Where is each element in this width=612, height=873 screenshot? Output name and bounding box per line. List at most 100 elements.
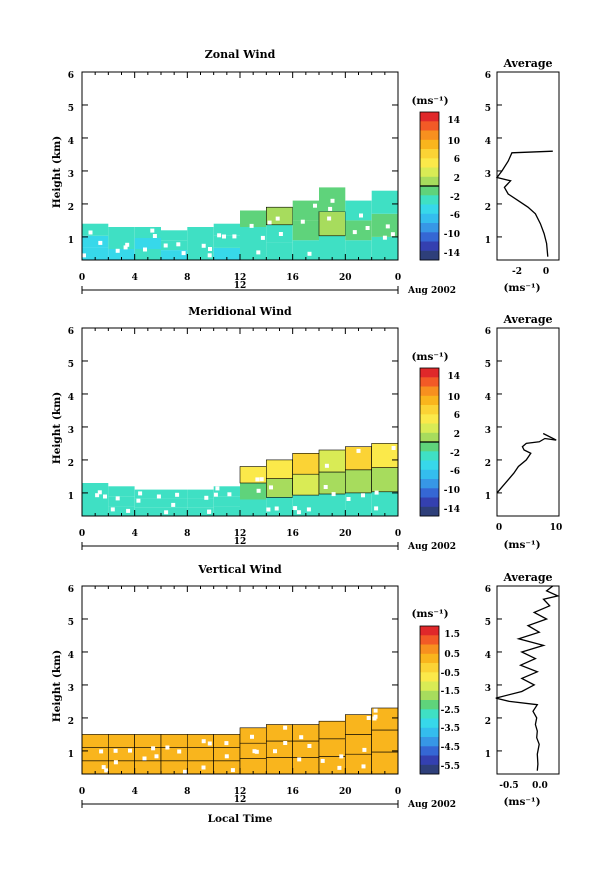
colorbar-unit-label: (ms⁻¹) xyxy=(411,95,448,107)
data-gap xyxy=(176,242,181,247)
data-gap xyxy=(207,509,212,514)
data-gap xyxy=(391,446,396,450)
heatmap-cell xyxy=(240,227,267,244)
y-tick-label: 6 xyxy=(485,585,491,595)
x-tick-label: 12 xyxy=(234,273,247,283)
data-gap xyxy=(293,506,298,511)
heatmap-cell xyxy=(292,220,319,241)
data-gap xyxy=(328,206,333,211)
heatmap-cell xyxy=(266,478,293,498)
colorbar-cell xyxy=(420,232,439,242)
colorbar-tick-label: 6 xyxy=(454,155,460,165)
colorbar-tick-label: -6 xyxy=(450,467,460,477)
colorbar-cell xyxy=(420,112,439,122)
y-tick-label: 6 xyxy=(68,585,74,595)
data-gap xyxy=(217,233,222,238)
average-profile-line xyxy=(496,432,557,494)
y-tick-label: 3 xyxy=(68,426,74,436)
heatmap-cell xyxy=(266,741,293,758)
heatmap-cell xyxy=(371,236,398,260)
date-label: Aug 2002 xyxy=(407,542,456,552)
vertical-colorbar: (ms⁻¹) 1.5 0.5 -0.5 -1.5 -2.5 -3.5 -4.5 … xyxy=(411,608,460,775)
data-gap xyxy=(256,250,261,255)
vertical-y-axis-label: Height (km) xyxy=(51,650,63,722)
heatmap-cell xyxy=(108,506,135,516)
vertical-date-axis: 12 Aug 2002 xyxy=(81,795,456,810)
data-gap xyxy=(361,764,366,769)
data-gap xyxy=(125,242,130,247)
data-gap xyxy=(224,741,229,746)
y-tick-label: 1 xyxy=(68,492,74,502)
data-gap xyxy=(175,492,180,497)
x-tick-label: 0 xyxy=(79,273,85,283)
y-tick-label: 3 xyxy=(68,170,74,180)
x-tick-label: 0 xyxy=(395,787,401,797)
colorbar-cell xyxy=(420,223,439,233)
meridional-wind-heatmap xyxy=(82,443,399,516)
data-gap xyxy=(300,219,305,224)
vertical-x-axis: 0 4 8 12 16 20 0 xyxy=(79,787,401,797)
heatmap-cell xyxy=(187,489,214,499)
data-gap xyxy=(177,749,182,754)
heatmap-cell xyxy=(345,240,372,260)
data-gap xyxy=(95,493,100,498)
data-gap xyxy=(215,486,220,491)
y-tick-label: 2 xyxy=(68,203,74,213)
vertical-y-axis: 1 2 3 4 5 6 xyxy=(68,585,399,774)
heatmap-cell xyxy=(371,467,398,492)
colorbar-cell xyxy=(420,158,439,168)
average-title: Average xyxy=(502,313,552,326)
heatmap-cell xyxy=(161,734,188,748)
data-gap xyxy=(183,769,187,774)
average-x-tick-label: 0 xyxy=(543,267,549,277)
data-gap xyxy=(201,765,206,770)
average-x-axis-label: (ms⁻¹) xyxy=(503,282,540,294)
x-tick-label: 12 xyxy=(234,787,247,797)
data-gap xyxy=(252,749,257,754)
heatmap-cell xyxy=(319,472,346,494)
heatmap-cell xyxy=(345,220,372,241)
data-gap xyxy=(227,492,232,497)
colorbar-cells xyxy=(420,626,439,775)
x-tick-label: 20 xyxy=(339,273,352,283)
colorbar-cell xyxy=(420,167,439,178)
data-gap xyxy=(366,716,371,720)
data-gap xyxy=(201,739,206,744)
data-gap xyxy=(230,768,235,773)
colorbar-cells xyxy=(420,112,439,261)
data-gap xyxy=(275,216,280,221)
data-gap xyxy=(259,477,264,482)
data-gap xyxy=(327,216,332,221)
data-gap xyxy=(204,495,209,500)
data-gap xyxy=(266,507,271,512)
y-tick-label: 5 xyxy=(485,618,491,628)
colorbar-tick-label: 2 xyxy=(454,174,460,184)
y-tick-label: 3 xyxy=(485,170,491,180)
y-tick-label: 4 xyxy=(485,137,491,147)
heatmap-cell xyxy=(240,243,267,260)
colorbar-tick-label: -4.5 xyxy=(441,743,460,753)
vertical-wind-title: Vertical Wind xyxy=(197,563,282,576)
heatmap-cell xyxy=(240,499,267,516)
colorbar-cell xyxy=(420,764,439,775)
heatmap-cell xyxy=(134,227,161,238)
colorbar-tick-label: 2 xyxy=(454,430,460,440)
x-tick-label: 4 xyxy=(132,787,138,797)
data-gap xyxy=(320,758,325,763)
heatmap-cell xyxy=(292,724,319,741)
y-tick-label: 4 xyxy=(485,393,491,403)
colorbar-cell xyxy=(420,423,439,434)
heatmap-cell xyxy=(187,747,214,761)
zonal-y-axis-label: Height (km) xyxy=(51,136,63,208)
data-gap xyxy=(99,749,104,754)
heatmap-cell xyxy=(240,758,267,774)
data-gap xyxy=(232,234,237,239)
data-gap xyxy=(154,754,159,759)
data-gap xyxy=(323,485,328,489)
data-gap xyxy=(390,232,395,237)
average-x-tick-label: -2 xyxy=(512,267,522,277)
x-tick-label: 16 xyxy=(286,273,299,283)
y-tick-label: 3 xyxy=(485,426,491,436)
average-x-tick-label: -0.5 xyxy=(499,781,518,791)
average-title: Average xyxy=(502,571,552,584)
